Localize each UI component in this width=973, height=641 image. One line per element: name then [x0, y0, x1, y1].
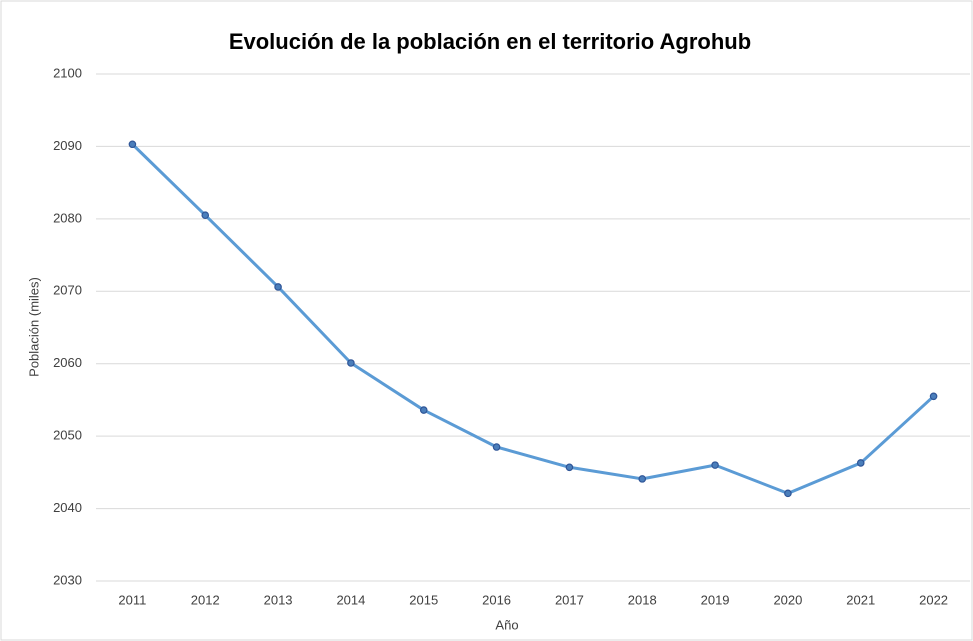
data-point — [492, 443, 501, 451]
data-point — [856, 459, 865, 467]
data-point — [274, 283, 282, 291]
data-point — [128, 140, 137, 149]
data-point — [711, 461, 719, 469]
y-axis-label: Población (miles) — [26, 277, 41, 377]
data-point — [784, 489, 792, 498]
data-point — [638, 475, 647, 483]
x-tick-label: 2019 — [701, 592, 730, 607]
y-tick-label: 2060 — [53, 355, 82, 370]
y-tick-label: 2090 — [53, 138, 82, 153]
x-tick-label: 2016 — [482, 592, 511, 607]
y-tick-label: 2040 — [53, 500, 82, 515]
data-point — [565, 463, 574, 472]
x-tick-label: 2013 — [264, 592, 293, 607]
x-tick-label: 2015 — [409, 592, 438, 607]
data-point — [201, 211, 210, 220]
chart-title: Evolución de la población en el territor… — [229, 29, 751, 54]
x-tick-label: 2012 — [191, 592, 220, 607]
y-tick-label: 2100 — [53, 65, 82, 80]
data-point — [929, 392, 938, 401]
x-tick-label: 2017 — [555, 592, 584, 607]
y-tick-label: 2030 — [53, 572, 82, 587]
x-tick-label: 2020 — [773, 592, 802, 607]
x-tick-label: 2014 — [336, 592, 365, 607]
data-point — [347, 359, 355, 367]
y-tick-label: 2080 — [53, 210, 82, 225]
x-tick-label: 2018 — [628, 592, 657, 607]
x-tick-label: 2011 — [118, 592, 146, 607]
x-tick-label: 2022 — [919, 592, 948, 607]
y-tick-label: 2050 — [53, 428, 82, 443]
x-axis-label: Año — [495, 617, 518, 632]
x-tick-label: 2021 — [846, 592, 875, 607]
y-tick-label: 2070 — [53, 283, 82, 298]
series-line — [131, 143, 935, 495]
data-point — [419, 406, 428, 414]
